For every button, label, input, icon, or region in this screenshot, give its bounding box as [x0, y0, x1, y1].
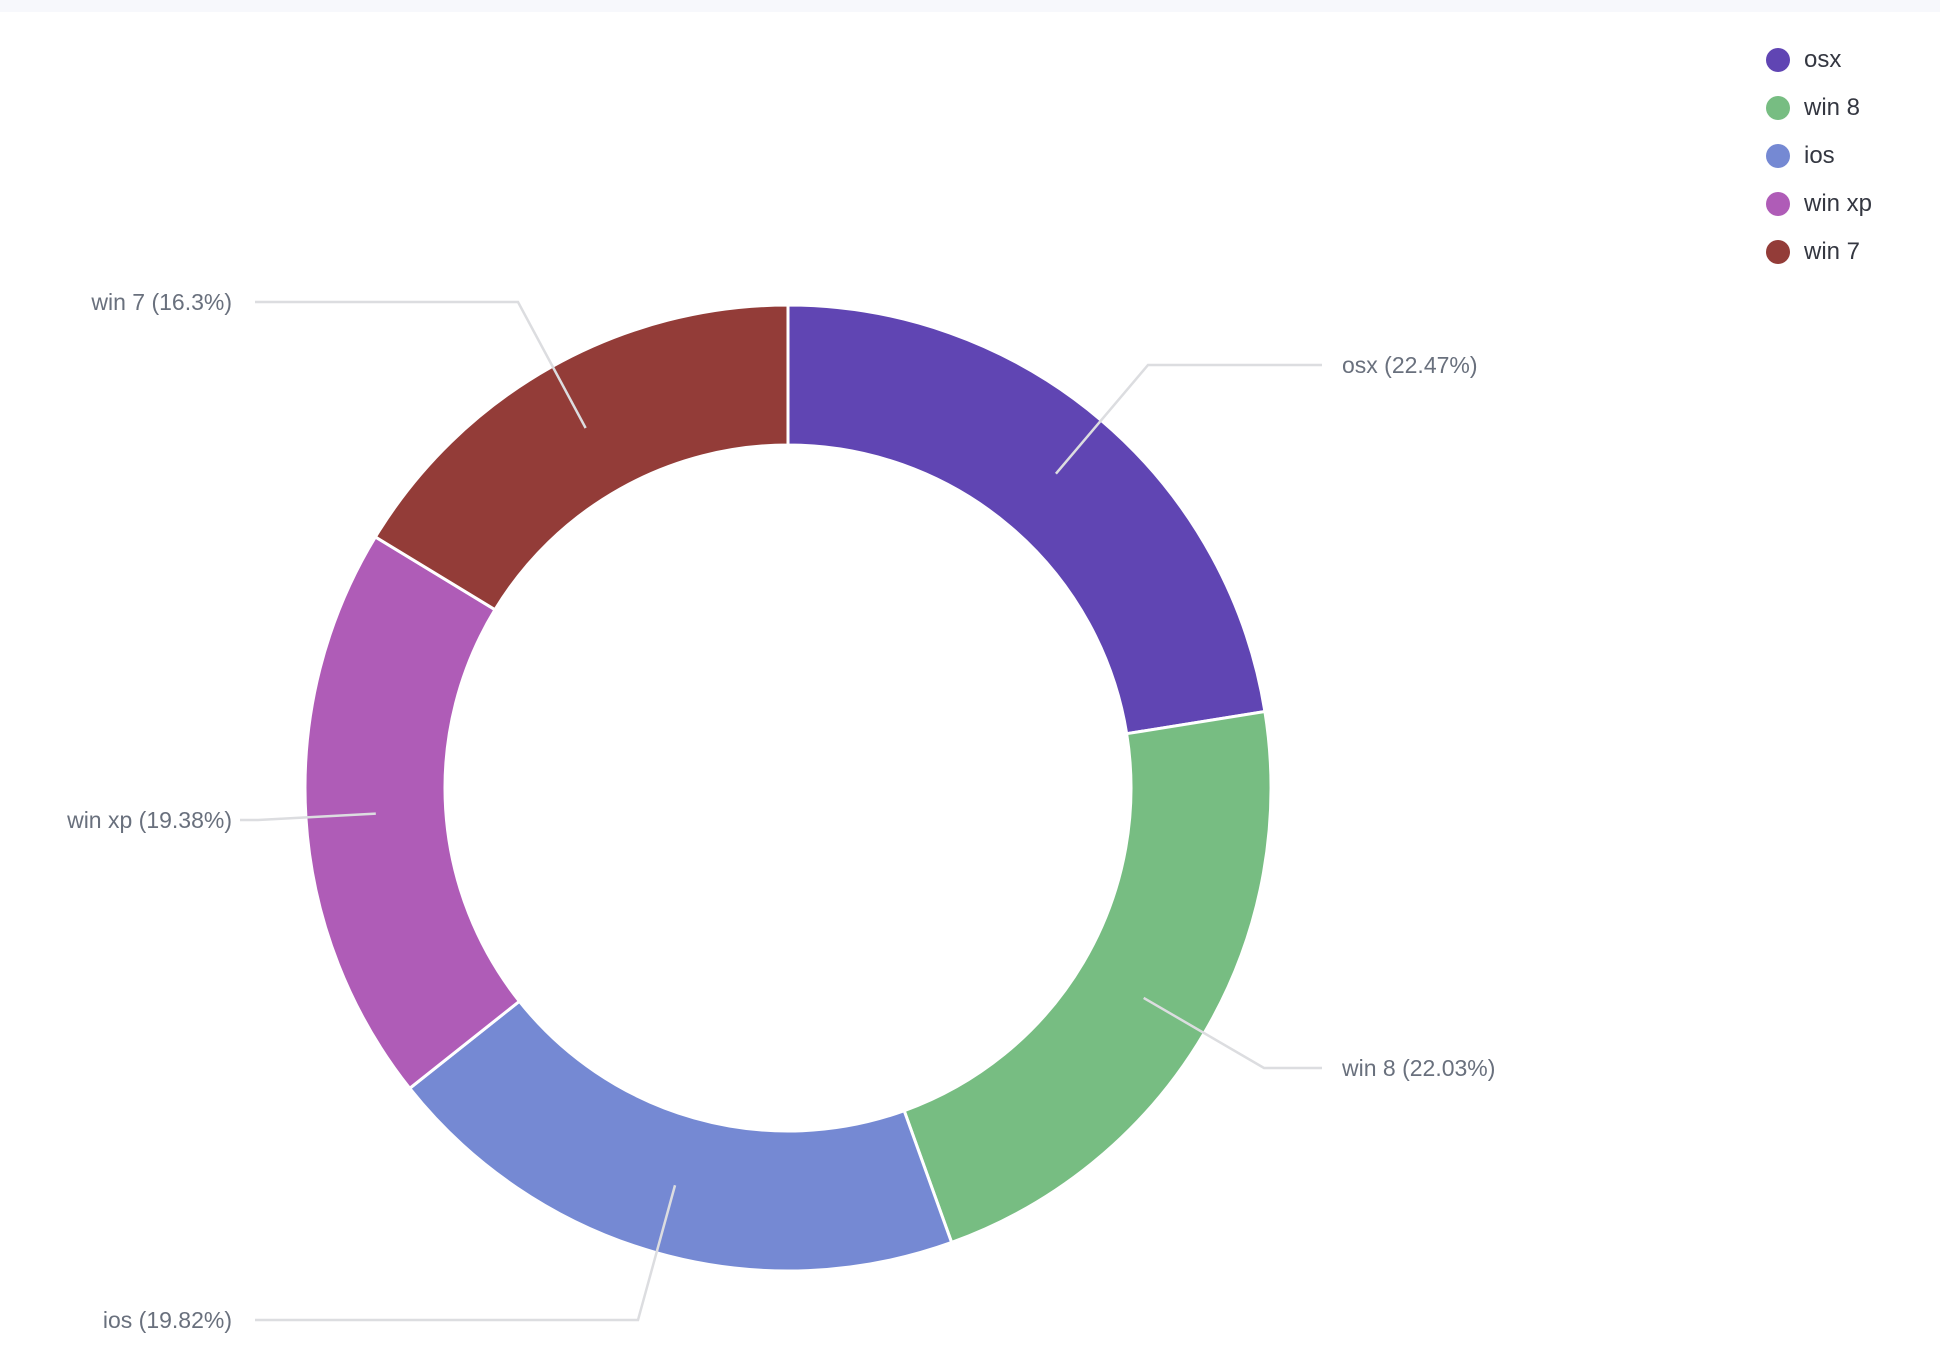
callout-line-osx	[1054, 363, 1322, 475]
legend-label: win 7	[1804, 238, 1861, 265]
slice-ios[interactable]	[407, 999, 954, 1273]
legend-swatch-win-7	[1766, 240, 1790, 264]
callout-label-osx: osx (22.47%)	[1342, 352, 1478, 378]
callout-label-win-8: win 8 (22.03%)	[1341, 1055, 1495, 1081]
slice-win-7[interactable]	[373, 303, 790, 612]
slice-win-8[interactable]	[902, 709, 1273, 1245]
legend-label: win xp	[1804, 190, 1873, 217]
legend-swatch-ios	[1766, 144, 1790, 168]
legend-item-ios[interactable]: ios	[1766, 132, 1872, 180]
callout-line-ios	[255, 1184, 677, 1322]
legend-item-win-8[interactable]: win 8	[1766, 84, 1872, 132]
legend-label: osx	[1804, 46, 1842, 73]
legend-item-osx[interactable]: osx	[1766, 36, 1872, 84]
callout-line-win-7	[255, 300, 587, 429]
slice-callouts: osx (22.47%) win 8 (22.03%) ios (19.82%) wi…	[66, 289, 1495, 1333]
top-strip	[0, 0, 1940, 12]
legend-swatch-win-8	[1766, 96, 1790, 120]
callout-label-win-7: win 7 (16.3%)	[90, 289, 232, 315]
legend-item-win-xp[interactable]: win xp	[1766, 180, 1872, 228]
legend-label: win 8	[1804, 94, 1861, 121]
donut-slices	[303, 303, 1273, 1273]
callout-label-win-xp: win xp (19.38%)	[66, 807, 232, 833]
legend-swatch-osx	[1766, 48, 1790, 72]
legend-label: ios	[1804, 142, 1835, 169]
callout-line-win-8	[1143, 996, 1322, 1070]
callout-label-ios: ios (19.82%)	[103, 1307, 232, 1333]
legend-item-win-7[interactable]: win 7	[1766, 228, 1872, 276]
legend-swatch-win-xp	[1766, 192, 1790, 216]
callout-line-win-xp	[240, 812, 376, 822]
slice-osx[interactable]	[786, 303, 1267, 736]
slice-win-xp[interactable]	[303, 534, 522, 1091]
legend: osx win 8 ios win xp win 7	[1766, 36, 1872, 276]
